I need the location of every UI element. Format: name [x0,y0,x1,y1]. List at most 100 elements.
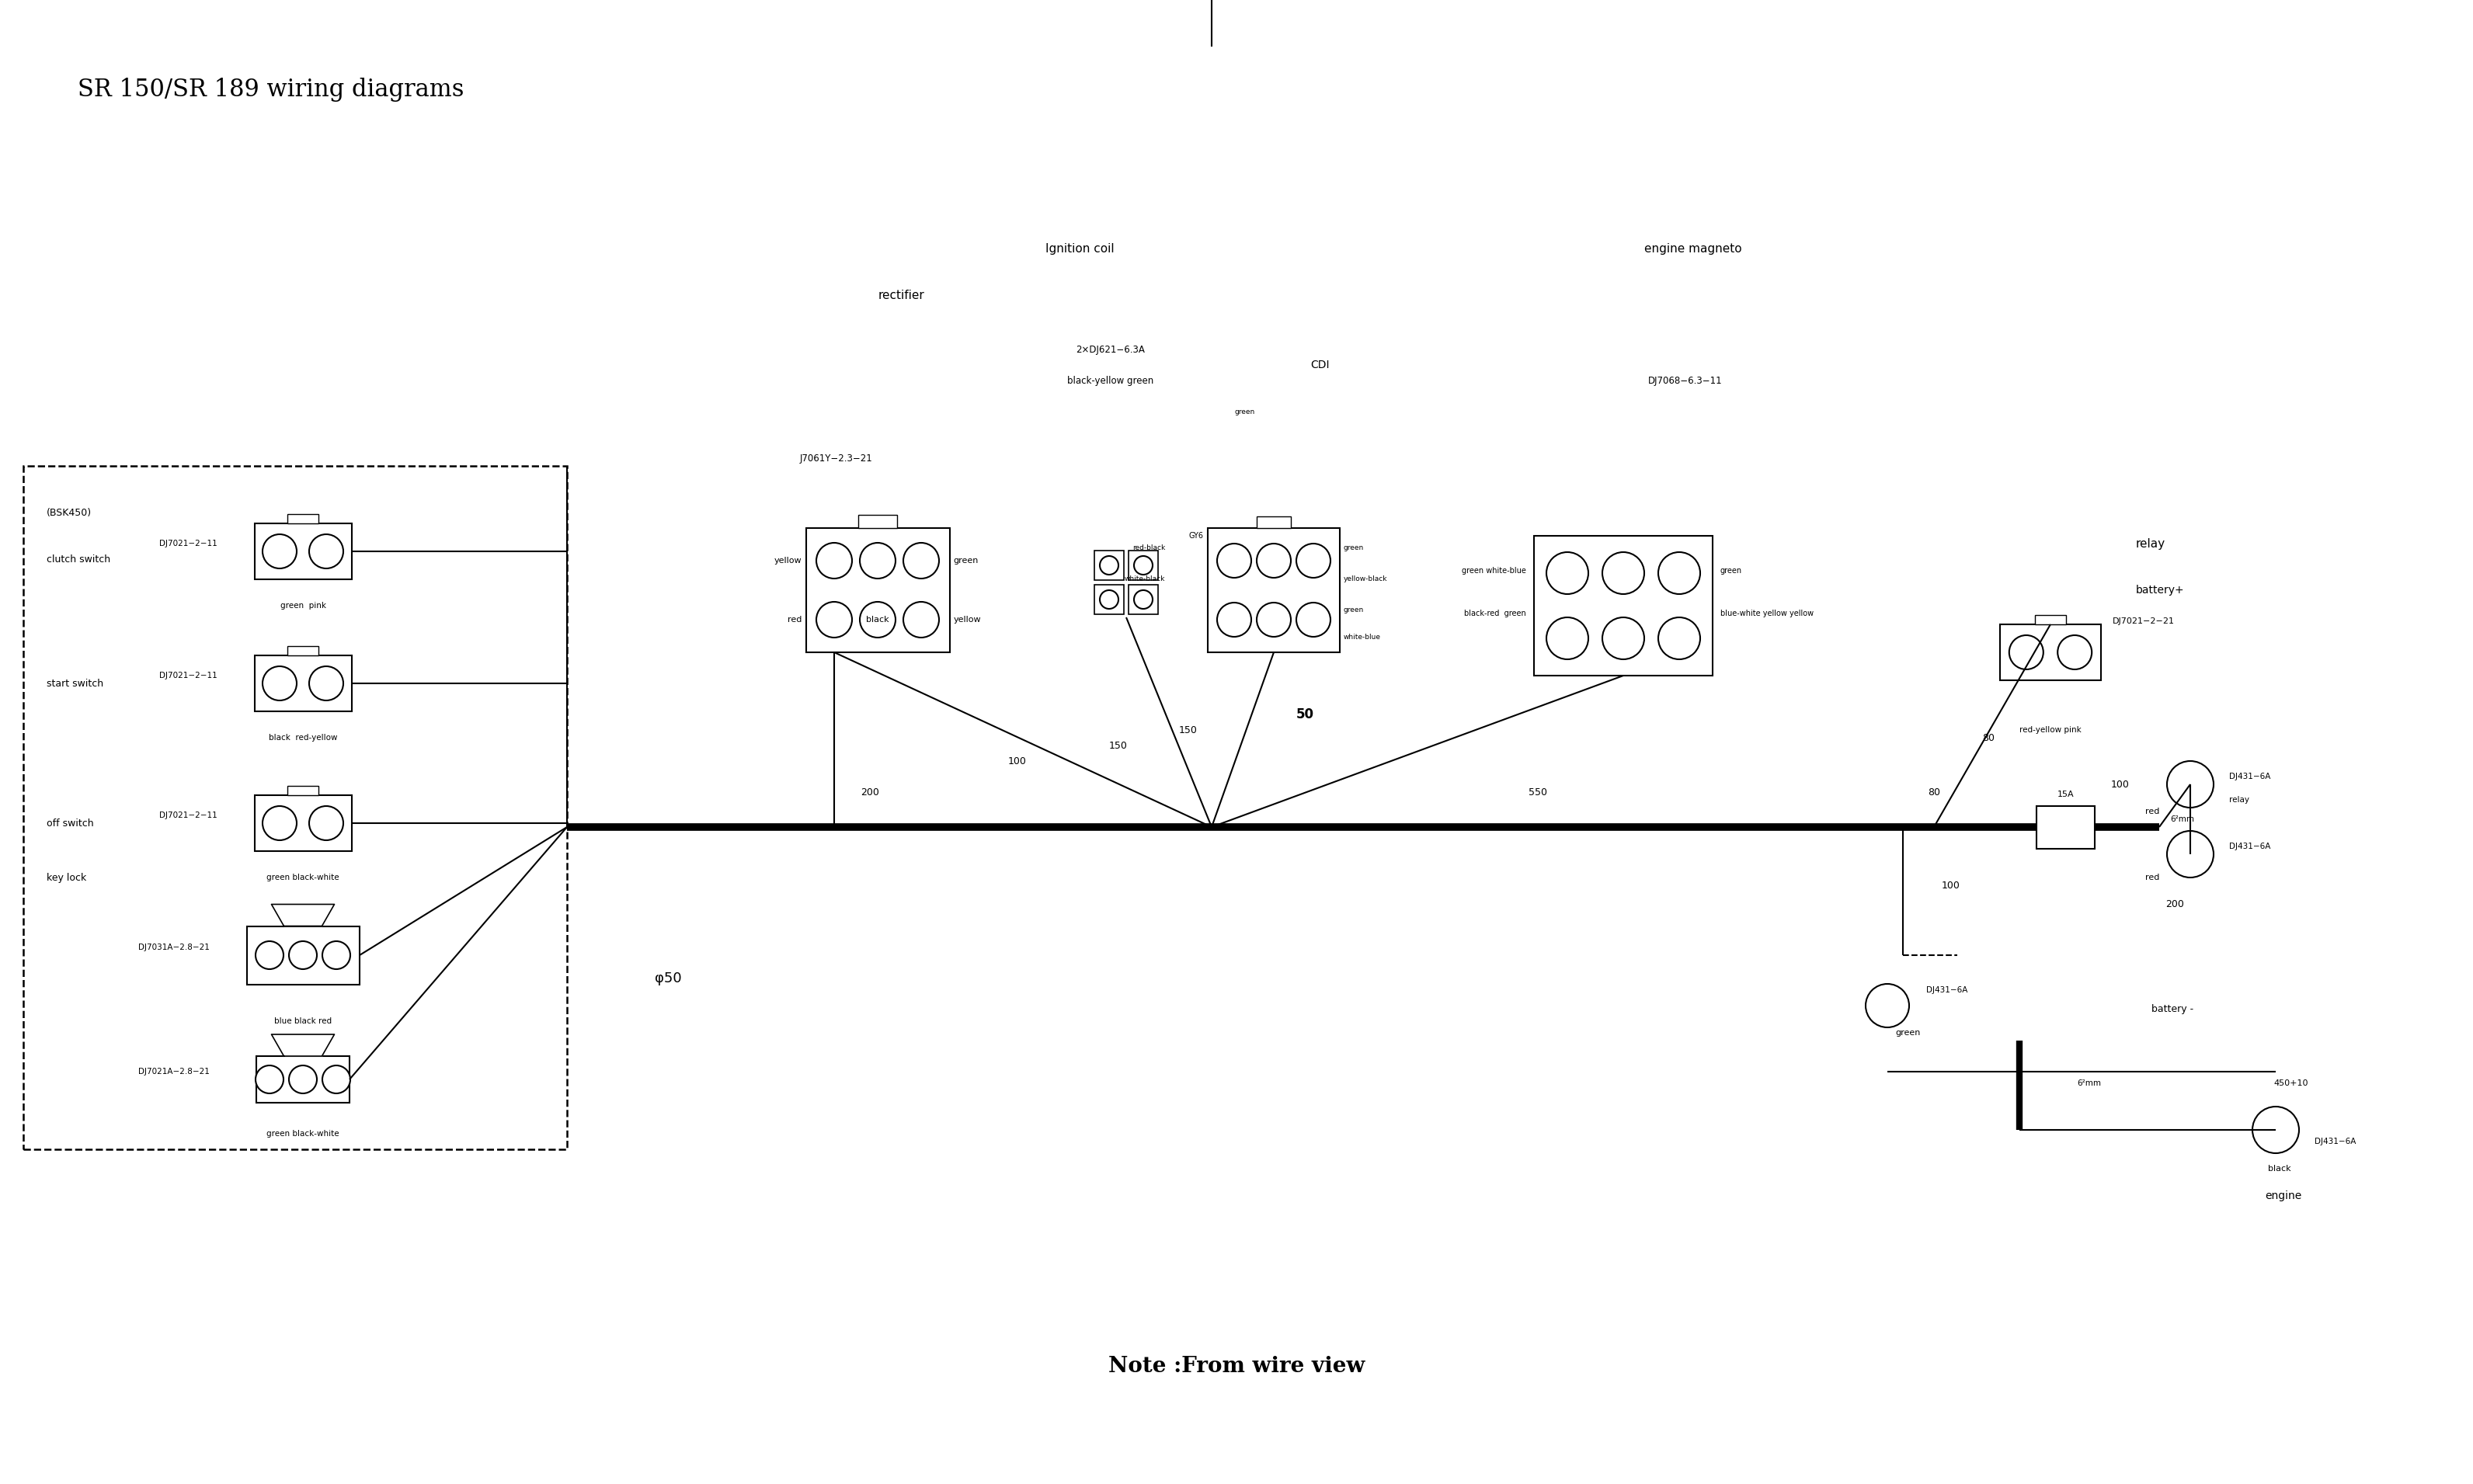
Text: (BSK450): (BSK450) [47,508,92,518]
Text: yellow: yellow [955,616,982,623]
Bar [1207,528,1340,653]
Circle shape [289,1066,317,1094]
Circle shape [816,543,853,579]
Text: 6²mm: 6²mm [2171,815,2194,824]
Text: battery -: battery - [2152,1005,2194,1015]
Text: white-blue: white-blue [1343,634,1380,640]
Text: battery+: battery+ [2137,585,2184,595]
Bar [806,528,950,653]
Text: 100: 100 [1941,880,1961,890]
Text: blue black red: blue black red [275,1018,331,1025]
Bar [247,926,359,984]
Circle shape [1546,552,1588,594]
Bar [287,513,319,524]
Circle shape [1256,603,1291,637]
Circle shape [2253,1107,2300,1153]
Text: 50: 50 [1296,708,1313,721]
Circle shape [255,1066,284,1094]
Bar [2001,625,2102,680]
Text: J7061Y−2.3−21: J7061Y−2.3−21 [799,453,873,463]
Circle shape [262,806,297,840]
Bar [287,787,319,795]
Text: green: green [1343,605,1365,613]
Text: DJ431−6A: DJ431−6A [1926,987,1969,994]
Bar [22,466,566,1149]
Text: black: black [2268,1165,2290,1172]
Text: green white-blue: green white-blue [1462,567,1526,574]
Text: red: red [789,616,801,623]
Text: 550: 550 [1528,787,1548,797]
Text: green black-white: green black-white [267,1129,339,1138]
Text: SR 150/SR 189 wiring diagrams: SR 150/SR 189 wiring diagrams [77,77,465,102]
Text: 2×DJ621−6.3A: 2×DJ621−6.3A [1076,344,1145,355]
Text: DJ431−6A: DJ431−6A [2228,773,2270,781]
Text: DJ7021A−2.8−21: DJ7021A−2.8−21 [138,1068,210,1076]
Text: yellow: yellow [774,556,801,564]
Circle shape [1296,603,1330,637]
Text: engine magneto: engine magneto [1645,243,1741,254]
Bar [2035,614,2065,625]
Circle shape [309,534,344,568]
Text: 100: 100 [1009,755,1026,766]
Text: GY6: GY6 [1190,531,1204,540]
Bar [1096,551,1123,580]
Text: 150: 150 [1110,741,1128,751]
Text: φ50: φ50 [655,972,683,985]
Circle shape [1217,603,1251,637]
Text: green: green [1343,545,1365,551]
Circle shape [255,941,284,969]
Bar [287,646,319,656]
Circle shape [1100,556,1118,574]
Circle shape [321,1066,351,1094]
Circle shape [1546,617,1588,659]
Text: 200: 200 [861,787,880,797]
Text: 80: 80 [1983,733,1996,743]
Circle shape [1135,591,1152,608]
Text: relay: relay [2228,795,2250,804]
Bar [1256,516,1291,528]
Text: 100: 100 [2112,779,2129,789]
Bar [255,524,351,579]
Circle shape [2058,635,2092,669]
Circle shape [861,603,895,638]
Text: black-yellow green: black-yellow green [1068,375,1155,386]
Text: CDI: CDI [1311,359,1330,371]
Text: 150: 150 [1180,724,1197,735]
Text: green: green [1894,1028,1919,1037]
Circle shape [1865,984,1909,1027]
Text: blue-white yellow yellow: blue-white yellow yellow [1721,610,1813,617]
Text: rectifier: rectifier [878,289,925,301]
Text: white-black: white-black [1125,574,1165,582]
Circle shape [1256,543,1291,577]
Text: yellow-black: yellow-black [1343,574,1387,582]
Text: relay: relay [2137,537,2166,549]
Circle shape [2166,831,2213,877]
Text: Ignition coil: Ignition coil [1046,243,1113,254]
Text: 450+10: 450+10 [2275,1079,2307,1088]
Text: DJ7068−6.3−11: DJ7068−6.3−11 [1649,375,1724,386]
Text: Note :From wire view: Note :From wire view [1108,1356,1365,1377]
Text: green  pink: green pink [279,603,326,610]
Bar [1128,585,1157,614]
Text: red: red [2144,807,2159,815]
Text: red-yellow pink: red-yellow pink [2020,726,2082,735]
Circle shape [1603,552,1645,594]
Circle shape [262,534,297,568]
Circle shape [1659,617,1699,659]
Bar [1128,551,1157,580]
Text: start switch: start switch [47,678,104,689]
Bar [858,515,898,528]
Bar [1533,536,1714,675]
Circle shape [309,666,344,700]
Circle shape [262,666,297,700]
Text: DJ7021−2−11: DJ7021−2−11 [158,540,218,548]
Circle shape [1100,591,1118,608]
Text: red: red [2144,874,2159,881]
Circle shape [1135,556,1152,574]
Text: 80: 80 [1929,787,1941,797]
Text: DJ431−6A: DJ431−6A [2228,843,2270,850]
Text: DJ7021−2−11: DJ7021−2−11 [158,812,218,819]
Text: green: green [1234,408,1256,416]
Bar [255,656,351,711]
Polygon shape [272,904,334,926]
